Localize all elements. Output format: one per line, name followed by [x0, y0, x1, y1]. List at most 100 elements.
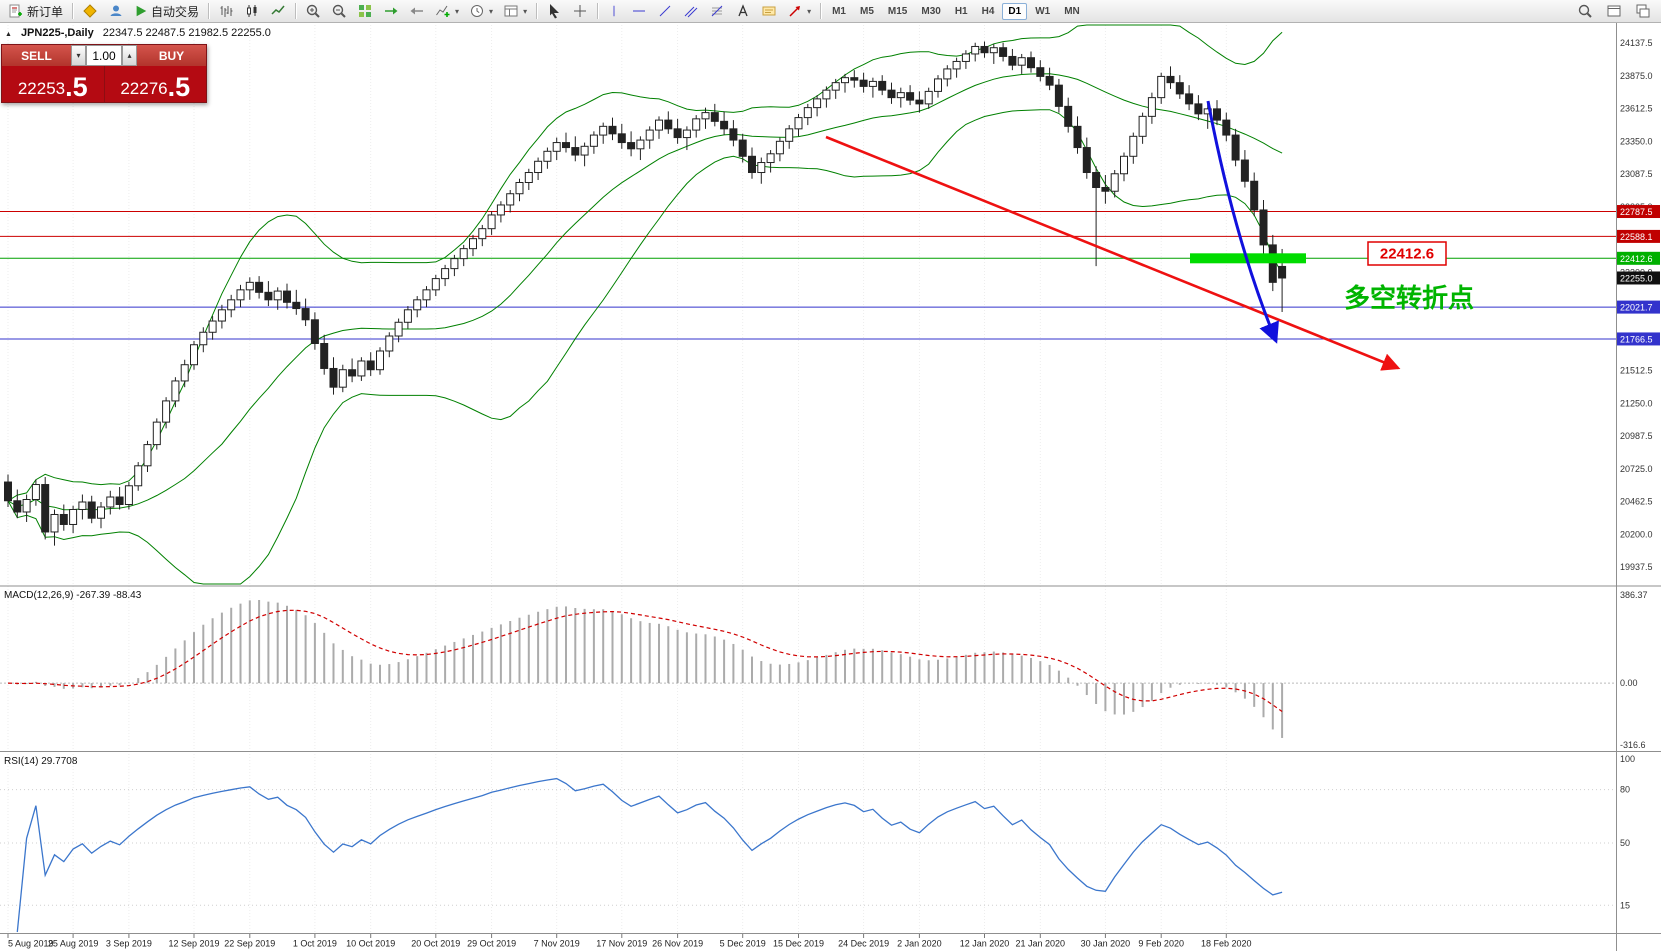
search-icon: [1577, 3, 1593, 19]
text-label-icon: [761, 3, 777, 19]
arrows-tool[interactable]: [783, 0, 815, 22]
search-button[interactable]: [1573, 0, 1597, 22]
svg-text:18 Feb 2020: 18 Feb 2020: [1201, 939, 1252, 949]
svg-text:80: 80: [1620, 785, 1630, 795]
lot-decrease-button[interactable]: [71, 45, 86, 66]
autotrading-play-icon: [134, 4, 148, 18]
candlestick-icon: [244, 3, 260, 19]
arrow-shape-icon: [787, 3, 803, 19]
svg-text:22255.0: 22255.0: [1620, 273, 1653, 283]
market-watch-icon: [82, 3, 98, 19]
bollinger-layer: [7, 24, 1283, 585]
toolbar-right-group: [1573, 0, 1657, 22]
zoom-in-icon: [305, 3, 321, 19]
svg-text:22588.1: 22588.1: [1620, 232, 1653, 242]
fibonacci-tool[interactable]: [705, 0, 729, 22]
timeframe-mn[interactable]: MN: [1064, 5, 1080, 17]
window-layout-button[interactable]: [1602, 0, 1626, 22]
timeframe-m30[interactable]: M30: [921, 5, 941, 17]
horizontal-line-tool[interactable]: [627, 0, 651, 22]
bar-chart-button[interactable]: [214, 0, 238, 22]
timeframe-d1[interactable]: D1: [1002, 2, 1028, 20]
templates-button[interactable]: [499, 0, 531, 22]
svg-text:30 Jan 2020: 30 Jan 2020: [1081, 939, 1131, 949]
text-tool[interactable]: [731, 0, 755, 22]
price-chart-canvas[interactable]: 24137.523875.023612.523350.023087.522825…: [0, 23, 1661, 951]
window-icon: [1606, 3, 1622, 19]
timeframe-w1[interactable]: W1: [1035, 5, 1051, 17]
zoom-out-button[interactable]: [327, 0, 351, 22]
level-lines-layer: [0, 211, 1616, 340]
svg-text:20987.5: 20987.5: [1620, 431, 1653, 441]
profiles-button[interactable]: [104, 0, 128, 22]
chart-shift-icon: [409, 3, 425, 19]
sell-price-main: 22253: [17, 79, 66, 99]
svg-text:12 Jan 2020: 12 Jan 2020: [960, 939, 1010, 949]
buy-price-display[interactable]: 22276.5: [103, 66, 206, 102]
sell-button[interactable]: SELL: [2, 45, 71, 66]
channel-tool[interactable]: [679, 0, 703, 22]
new-order-label: 新订单: [27, 4, 64, 19]
buy-button[interactable]: BUY: [137, 45, 206, 66]
svg-text:20200.0: 20200.0: [1620, 529, 1653, 539]
chart-shift-button[interactable]: [405, 0, 429, 22]
annotations-layer: 22412.6 多空转折点: [825, 100, 1474, 371]
periods-button[interactable]: [465, 0, 497, 22]
cursor-tool-button[interactable]: [542, 0, 566, 22]
add-indicator-icon: [435, 3, 451, 19]
new-order-button[interactable]: 新订单: [4, 0, 67, 22]
trendline-tool[interactable]: [653, 0, 677, 22]
lot-increase-button[interactable]: [122, 45, 137, 66]
svg-text:22 Sep 2019: 22 Sep 2019: [224, 939, 275, 949]
ohlc-bars-icon: [218, 3, 234, 19]
horizontal-line-icon: [631, 3, 647, 19]
channel-icon: [683, 3, 699, 19]
cascade-windows-button[interactable]: [1631, 0, 1655, 22]
macd-layer: [0, 600, 1616, 738]
cascade-windows-icon: [1635, 3, 1651, 19]
toolbar-separator: [72, 3, 74, 19]
turning-point-label: 多空转折点: [1344, 283, 1474, 313]
symbol-title: JPN225-,Daily: [20, 27, 94, 39]
crosshair-tool-button[interactable]: [568, 0, 592, 22]
svg-text:7 Nov 2019: 7 Nov 2019: [534, 939, 580, 949]
vertical-line-tool[interactable]: [603, 0, 625, 22]
add-indicator-button[interactable]: [431, 0, 463, 22]
toolbar-separator: [536, 3, 538, 19]
svg-text:15: 15: [1620, 900, 1630, 910]
auto-scroll-button[interactable]: [379, 0, 403, 22]
svg-text:5 Aug 2019: 5 Aug 2019: [8, 939, 54, 949]
timeframe-h1[interactable]: H1: [954, 5, 968, 17]
svg-text:10 Oct 2019: 10 Oct 2019: [346, 939, 395, 949]
timeframe-m5[interactable]: M5: [860, 5, 874, 17]
sell-price-frac: .5: [65, 72, 88, 103]
svg-text:20725.0: 20725.0: [1620, 464, 1653, 474]
svg-text:MACD(12,26,9) -267.39 -88.43: MACD(12,26,9) -267.39 -88.43: [4, 590, 142, 601]
price-callout-text: 22412.6: [1380, 246, 1434, 263]
candlestick-chart-button[interactable]: [240, 0, 264, 22]
price-callout-box: [1367, 241, 1447, 266]
template-icon: [503, 3, 519, 19]
sell-price-display[interactable]: 22253.5: [2, 66, 104, 102]
text-label-tool[interactable]: [757, 0, 781, 22]
zoom-in-button[interactable]: [301, 0, 325, 22]
buy-price-main: 22276: [120, 79, 168, 99]
timeframe-h4[interactable]: H4: [981, 5, 995, 17]
svg-text:29 Oct 2019: 29 Oct 2019: [467, 939, 516, 949]
lot-size-input[interactable]: [86, 45, 122, 66]
toolbar-separator: [208, 3, 210, 19]
svg-text:17 Nov 2019: 17 Nov 2019: [596, 939, 647, 949]
timeframe-m15[interactable]: M15: [887, 5, 908, 17]
toolbar-separator: [820, 3, 822, 19]
line-chart-button[interactable]: [266, 0, 290, 22]
autotrading-button[interactable]: 自动交易: [130, 0, 203, 22]
timeframe-m1[interactable]: M1: [832, 5, 846, 17]
auto-scroll-icon: [383, 3, 399, 19]
tile-windows-button[interactable]: [353, 0, 377, 22]
svg-text:22787.5: 22787.5: [1620, 207, 1653, 217]
market-watch-button[interactable]: [78, 0, 102, 22]
toolbar-separator: [295, 3, 297, 19]
crosshair-icon: [572, 3, 588, 19]
svg-text:19937.5: 19937.5: [1620, 562, 1653, 572]
blue-drop-arrow: [1206, 100, 1279, 344]
